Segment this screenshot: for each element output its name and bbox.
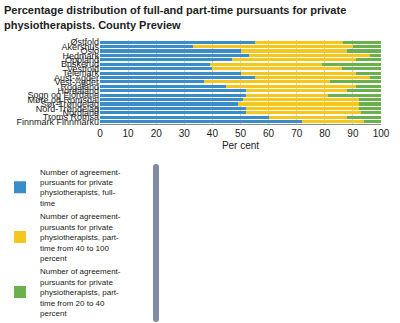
svg-text:20: 20 <box>151 128 163 139</box>
svg-text:Aust-Agder: Aust-Agder <box>54 73 99 83</box>
svg-text:Oslo: Oslo <box>80 46 99 56</box>
svg-text:Rogaland: Rogaland <box>60 82 99 92</box>
svg-text:Percentage distribution of ful: Percentage distribution of full-and part… <box>4 4 346 30</box>
svg-text:Finnmark Finnmárku: Finnmark Finnmárku <box>16 117 99 127</box>
svg-text:60: 60 <box>263 128 275 139</box>
svg-text:Hordaland: Hordaland <box>57 86 99 96</box>
svg-text:Oppland: Oppland <box>65 55 99 65</box>
svg-text:30: 30 <box>179 128 191 139</box>
svg-text:Hedmark: Hedmark <box>62 51 99 61</box>
svg-text:Sogn og Fjordane: Sogn og Fjordane <box>27 90 99 100</box>
svg-text:Sør-Trøndelag: Sør-Trøndelag <box>41 99 99 109</box>
svg-text:Number of agreement-pursuants: Number of agreement-pursuants for privat… <box>40 168 121 208</box>
svg-text:Vest-Agder: Vest-Agder <box>54 77 99 87</box>
svg-text:70: 70 <box>291 128 303 139</box>
svg-text:100: 100 <box>373 128 390 139</box>
svg-text:Number of agreement-pursuants: Number of agreement-pursuants for privat… <box>40 212 121 263</box>
svg-text:Per cent: Per cent <box>222 140 259 151</box>
svg-text:Telemark: Telemark <box>62 68 99 78</box>
svg-text:0: 0 <box>97 128 103 139</box>
svg-text:Vestfold: Vestfold <box>67 64 99 74</box>
svg-text:10: 10 <box>123 128 135 139</box>
svg-text:90: 90 <box>347 128 359 139</box>
svg-text:Nordland: Nordland <box>62 108 99 118</box>
svg-text:50: 50 <box>235 128 247 139</box>
svg-text:Buskerud: Buskerud <box>61 59 99 69</box>
svg-text:Møre og Romsdal: Møre og Romsdal <box>27 95 99 105</box>
svg-text:Nord-Trøndelag: Nord-Trøndelag <box>36 104 99 114</box>
svg-text:Akershus: Akershus <box>61 42 99 52</box>
svg-text:Troms Romsa: Troms Romsa <box>43 112 99 122</box>
svg-text:80: 80 <box>319 128 331 139</box>
svg-text:40: 40 <box>207 128 219 139</box>
svg-text:Number of agreement-pursuants: Number of agreement-pursuants for privat… <box>40 267 121 318</box>
svg-text:Østfold: Østfold <box>70 37 99 47</box>
